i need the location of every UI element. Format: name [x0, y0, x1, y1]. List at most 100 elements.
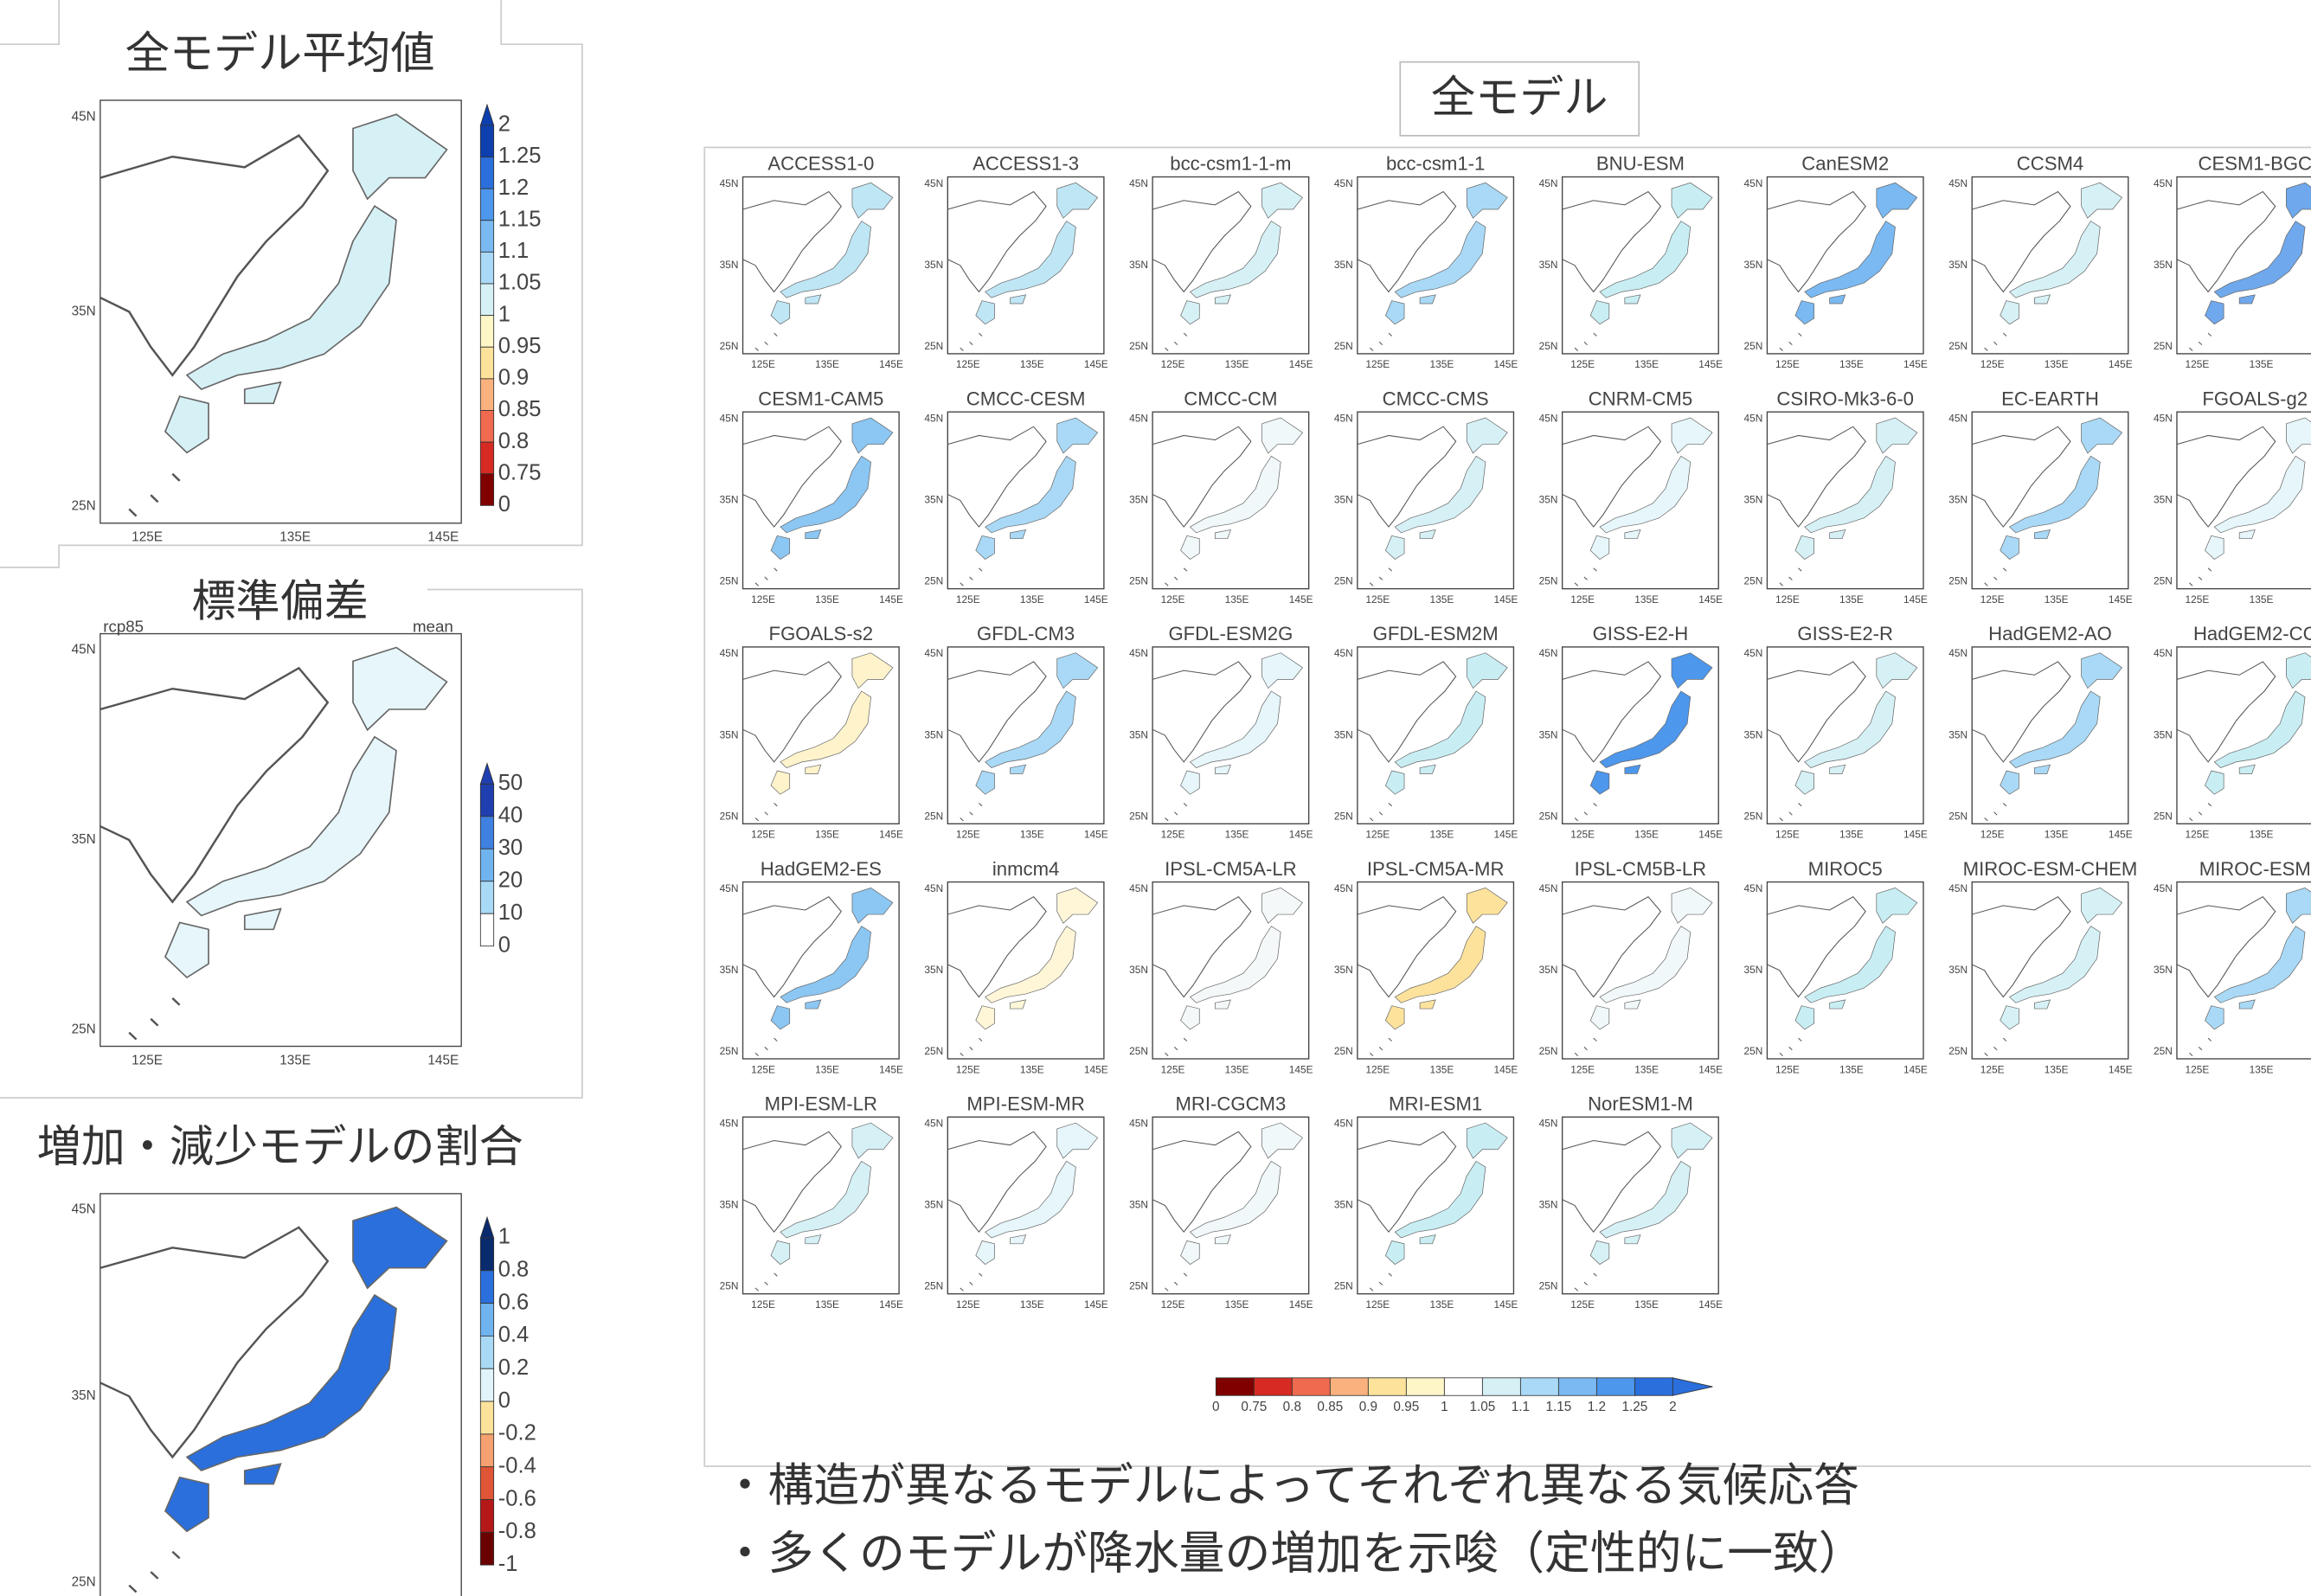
lat-label: 35N: [72, 1388, 96, 1403]
lat-label: 25N: [1948, 575, 1968, 587]
note: ・構造が異なるモデルによってそれぞれ異なる気候応答: [722, 1459, 1859, 1512]
lat-label: 35N: [1129, 494, 1148, 506]
colorbar-arrow: [480, 1217, 493, 1238]
lon-label: 145E: [1289, 1298, 1313, 1311]
colorbar-label: -0.4: [498, 1453, 536, 1477]
model-name: CMCC-CESM: [966, 388, 1086, 409]
colorbar-label: 0.4: [498, 1323, 530, 1347]
lat-label: 35N: [1539, 259, 1558, 271]
colorbar-label: 1: [1441, 1400, 1448, 1414]
lon-label: 145E: [1289, 1063, 1313, 1075]
lon-label: 125E: [1161, 829, 1185, 841]
model-name: IPSL-CM5B-LR: [1575, 858, 1706, 880]
lon-label: 135E: [1429, 1298, 1454, 1311]
lon-label: 135E: [1225, 829, 1249, 841]
lat-label: 35N: [1948, 259, 1968, 271]
lat-label: 35N: [924, 494, 943, 506]
lat-label: 25N: [2154, 1045, 2173, 1057]
lon-label: 125E: [1365, 829, 1390, 841]
lat-label: 35N: [1743, 728, 1762, 740]
lon-label: 135E: [1839, 829, 1864, 841]
lat-label: 25N: [1129, 575, 1148, 587]
colorbar-segment: [480, 817, 493, 849]
lat-label: 25N: [1743, 340, 1762, 352]
colorbar-label: 0.75: [1241, 1400, 1267, 1414]
lon-label: 135E: [1429, 358, 1454, 370]
lat-label: 45N: [72, 110, 96, 125]
model-name: IPSL-CM5A-LR: [1165, 858, 1296, 880]
colorbar-label: 0.75: [498, 460, 542, 484]
lon-label: 145E: [1084, 358, 1108, 370]
colorbar-segment: [480, 1368, 493, 1401]
colorbar-arrow: [480, 105, 493, 125]
lon-label: 145E: [1494, 358, 1518, 370]
lon-label: 135E: [1634, 1063, 1659, 1075]
colorbar-label: 1: [498, 302, 510, 326]
colorbar-segment: [480, 189, 493, 221]
lon-label: 145E: [2109, 829, 2133, 841]
model-name: NorESM1-M: [1588, 1093, 1693, 1115]
lat-label: 45N: [2154, 647, 2173, 659]
lat-label: 35N: [1948, 964, 1968, 976]
colorbar-segment: [480, 784, 493, 816]
lat-label: 25N: [1948, 1045, 1968, 1057]
colorbar-segment: [480, 474, 493, 506]
lat-label: 25N: [924, 810, 943, 822]
lat-label: 25N: [72, 1022, 96, 1036]
lat-label: 35N: [1334, 964, 1353, 976]
lat-label: 45N: [1129, 177, 1148, 189]
model-name: FGOALS-s2: [769, 623, 874, 644]
lat-label: 45N: [2154, 882, 2173, 894]
lat-label: 35N: [1539, 1199, 1558, 1211]
lat-label: 35N: [1334, 259, 1353, 271]
colorbar-label: 30: [498, 836, 523, 860]
colorbar-segment: [480, 1336, 493, 1368]
lat-label: 25N: [720, 340, 739, 352]
lat-label: 35N: [2154, 728, 2173, 740]
lat-label: 35N: [720, 494, 739, 506]
lat-label: 45N: [1948, 647, 1968, 659]
colorbar-segment: [480, 1401, 493, 1434]
lon-label: 135E: [1225, 358, 1249, 370]
lat-label: 25N: [2154, 340, 2173, 352]
lon-label: 135E: [1020, 593, 1044, 606]
lat-label: 45N: [1743, 177, 1762, 189]
lat-label: 35N: [1334, 1199, 1353, 1211]
lat-label: 25N: [1743, 1045, 1762, 1057]
lon-label: 135E: [2250, 829, 2274, 841]
lon-label: 145E: [1698, 1063, 1723, 1075]
lon-label: 135E: [1020, 829, 1044, 841]
lon-label: 125E: [1365, 1298, 1390, 1311]
lon-label: 145E: [879, 829, 903, 841]
lat-label: 45N: [720, 413, 739, 425]
colorbar-label: 50: [498, 771, 523, 795]
model-name: CCSM4: [2017, 153, 2083, 175]
colorbar-label: 1.15: [1545, 1400, 1571, 1414]
lon-label: 125E: [956, 829, 980, 841]
colorbar-segment: [480, 252, 493, 284]
colorbar-label: 0.8: [498, 1258, 530, 1282]
lat-label: 45N: [1948, 882, 1968, 894]
lat-label: 35N: [1539, 494, 1558, 506]
colorbar-segment: [480, 157, 493, 189]
lon-label: 135E: [1634, 1298, 1659, 1311]
lon-label: 145E: [1903, 829, 1928, 841]
lat-label: 45N: [924, 647, 943, 659]
lat-label: 45N: [924, 413, 943, 425]
lon-label: 145E: [1289, 829, 1313, 841]
lon-label: 145E: [1494, 593, 1518, 606]
lon-label: 125E: [2186, 358, 2210, 370]
lat-label: 45N: [1334, 177, 1353, 189]
colorbar-segment: [1406, 1378, 1444, 1395]
lon-label: 125E: [956, 1298, 980, 1311]
lon-label: 135E: [1429, 829, 1454, 841]
colorbar-segment: [480, 849, 493, 881]
lat-label: 45N: [1743, 647, 1762, 659]
model-name: bcc-csm1-1-m: [1170, 153, 1291, 175]
colorbar-segment: [1634, 1378, 1672, 1395]
colorbar-label: -0.2: [498, 1421, 536, 1445]
lat-label: 25N: [1539, 1280, 1558, 1292]
lat-label: 25N: [924, 575, 943, 587]
lon-label: 145E: [1084, 1063, 1108, 1075]
colorbar-segment: [1216, 1378, 1254, 1395]
